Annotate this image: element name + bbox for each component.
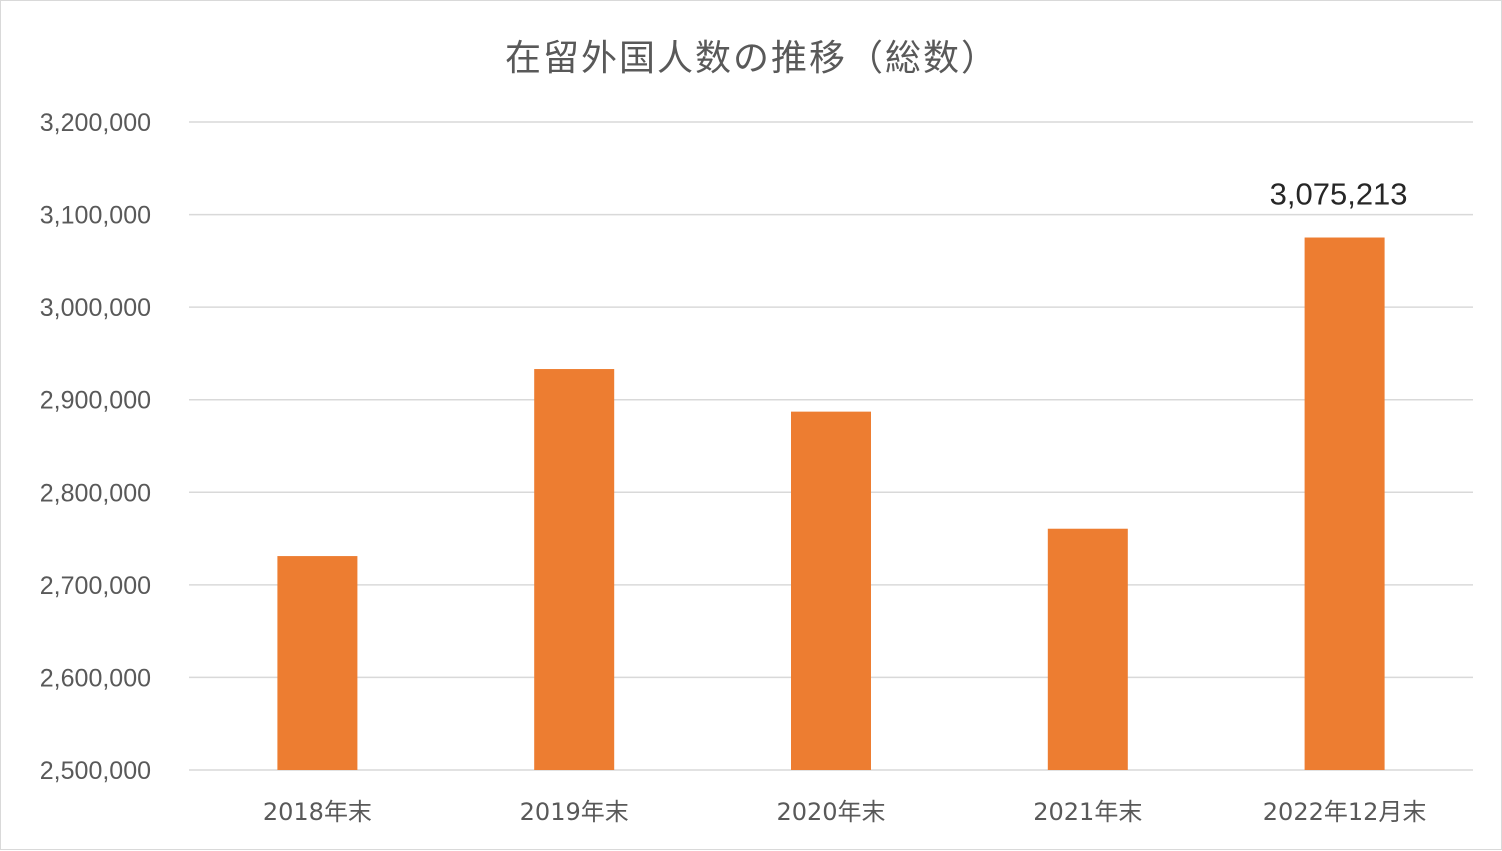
x-category-label: 2019年末 — [520, 798, 629, 826]
y-tick-label: 3,000,000 — [40, 294, 151, 322]
x-category-label: 2022年12月末 — [1263, 798, 1427, 826]
data-labels: 3,075,213 — [1270, 177, 1408, 212]
bar — [1047, 528, 1128, 770]
y-tick-label: 2,700,000 — [40, 572, 151, 600]
bar — [277, 556, 358, 770]
x-category-label: 2020年末 — [776, 798, 885, 826]
y-tick-label: 3,200,000 — [40, 109, 151, 137]
chart-title: 在留外国人数の推移（総数） — [504, 38, 999, 79]
bar — [534, 369, 615, 770]
y-tick-label: 2,800,000 — [40, 479, 151, 507]
x-category-label: 2018年末 — [263, 798, 372, 826]
bar-data-label: 3,075,213 — [1270, 177, 1408, 212]
bar — [791, 411, 871, 770]
bars — [277, 237, 1385, 771]
bar — [1304, 237, 1385, 771]
x-category-label: 2021年末 — [1033, 798, 1142, 826]
y-tick-label: 2,900,000 — [40, 387, 151, 415]
x-axis-categories: 2018年末 2019年末 2020年末 2021年末 2022年12月末 — [263, 798, 1427, 826]
y-tick-label: 2,600,000 — [40, 664, 151, 692]
y-tick-label: 3,100,000 — [40, 202, 151, 230]
y-tick-label: 2,500,000 — [40, 757, 151, 785]
y-axis-ticks: 2,500,000 2,600,000 2,700,000 2,800,000 2,90… — [40, 109, 151, 785]
